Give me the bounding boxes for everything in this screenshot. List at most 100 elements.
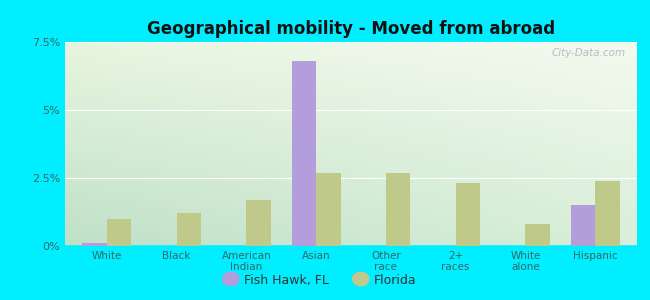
Bar	[65, 190, 637, 192]
Bar	[65, 111, 637, 113]
Bar	[65, 73, 637, 75]
Bar	[65, 175, 637, 177]
Bar	[65, 54, 637, 56]
Bar	[65, 177, 637, 178]
Bar	[65, 60, 637, 61]
Bar	[65, 169, 637, 170]
Bar	[65, 76, 637, 77]
Bar	[65, 126, 637, 128]
Bar	[65, 194, 637, 196]
Bar	[65, 49, 637, 50]
Bar	[65, 77, 637, 79]
Bar	[65, 64, 637, 65]
Bar	[65, 142, 637, 144]
Bar	[65, 95, 637, 96]
Bar	[65, 243, 637, 244]
Bar	[65, 155, 637, 156]
Bar	[65, 174, 637, 175]
Bar	[65, 193, 637, 194]
Bar	[65, 45, 637, 46]
Bar	[65, 118, 637, 119]
Bar	[65, 106, 637, 107]
Bar	[65, 107, 637, 109]
Bar	[65, 235, 637, 236]
Bar	[65, 42, 637, 44]
Bar	[456, 183, 480, 246]
Bar	[65, 148, 637, 149]
Bar	[65, 205, 637, 207]
Bar	[65, 242, 637, 243]
Bar	[65, 62, 637, 64]
Bar	[65, 158, 637, 159]
Bar	[65, 227, 637, 228]
Bar	[65, 61, 637, 62]
Bar	[65, 232, 637, 234]
Bar	[65, 151, 637, 152]
Bar	[65, 103, 637, 105]
Text: Fish Hawk, FL: Fish Hawk, FL	[244, 274, 329, 287]
Bar	[65, 183, 637, 185]
Bar	[65, 80, 637, 81]
Bar	[65, 208, 637, 209]
Bar	[65, 129, 637, 130]
Bar	[65, 81, 637, 83]
Bar	[65, 204, 637, 205]
Bar	[65, 198, 637, 200]
Bar	[525, 224, 550, 246]
Bar	[65, 166, 637, 167]
Bar	[65, 94, 637, 95]
Bar	[65, 122, 637, 124]
Bar	[65, 50, 637, 52]
Bar	[65, 236, 637, 238]
Bar	[65, 132, 637, 133]
Bar	[65, 57, 637, 58]
Bar	[65, 90, 637, 91]
Bar	[65, 65, 637, 67]
Bar	[65, 162, 637, 163]
Bar	[65, 75, 637, 76]
Bar	[65, 220, 637, 221]
Bar	[65, 85, 637, 87]
Bar	[65, 69, 637, 70]
Bar	[65, 56, 637, 57]
Bar	[65, 213, 637, 215]
Bar	[65, 170, 637, 171]
Bar	[65, 200, 637, 201]
Bar	[65, 116, 637, 117]
Bar	[65, 212, 637, 213]
Bar	[65, 188, 637, 189]
Bar	[65, 88, 637, 90]
Bar	[65, 146, 637, 147]
Bar	[65, 58, 637, 60]
Bar	[65, 117, 637, 118]
Bar	[65, 110, 637, 111]
Bar	[386, 172, 410, 246]
Title: Geographical mobility - Moved from abroad: Geographical mobility - Moved from abroa…	[147, 20, 555, 38]
Bar	[65, 124, 637, 125]
Bar	[65, 215, 637, 216]
Bar	[65, 119, 637, 121]
Bar	[65, 121, 637, 122]
Bar	[65, 202, 637, 204]
Bar	[65, 91, 637, 92]
Bar	[65, 125, 637, 126]
Bar	[65, 207, 637, 208]
Bar	[65, 211, 637, 212]
Bar	[65, 221, 637, 223]
Bar	[65, 178, 637, 179]
Bar	[65, 53, 637, 54]
Bar	[65, 134, 637, 136]
Bar	[65, 92, 637, 94]
Bar	[65, 216, 637, 218]
Bar	[65, 152, 637, 154]
Bar	[177, 213, 201, 246]
Bar	[65, 197, 637, 198]
Bar	[65, 181, 637, 182]
Bar	[65, 154, 637, 155]
Bar	[65, 133, 637, 134]
Bar	[65, 223, 637, 224]
Bar	[65, 192, 637, 193]
Bar	[65, 130, 637, 132]
Bar	[65, 105, 637, 106]
Bar	[65, 44, 637, 45]
